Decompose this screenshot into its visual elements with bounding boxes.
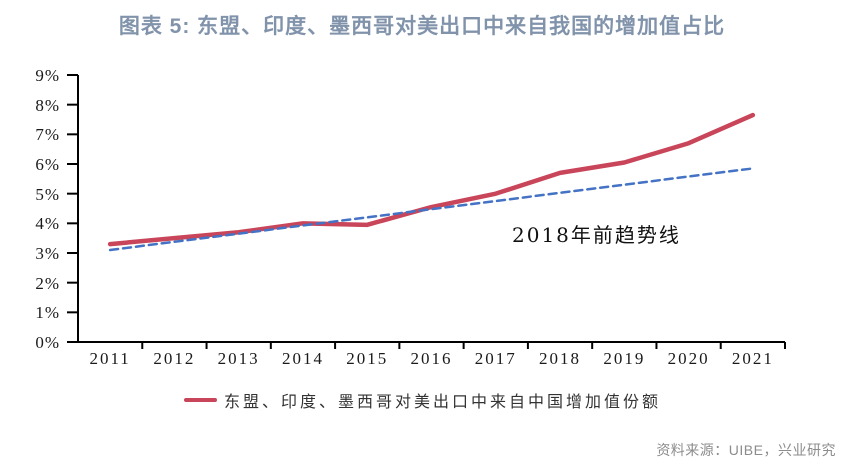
source-note: 资料来源：UIBE，兴业研究 <box>656 442 836 458</box>
y-axis-label: 9% <box>35 66 60 85</box>
y-axis-label: 5% <box>35 184 60 204</box>
y-axis-label: 3% <box>35 244 60 263</box>
x-axis-label: 2018 <box>539 349 582 368</box>
x-axis-label: 2013 <box>217 349 260 368</box>
y-axis-label: 1% <box>35 303 60 323</box>
y-axis-label: 4% <box>35 214 60 234</box>
legend: 东盟、印度、墨西哥对美出口中来自中国增加值份额 <box>184 388 661 412</box>
y-axis-label: 8% <box>35 95 60 115</box>
x-axis-label: 2015 <box>346 349 389 368</box>
x-axis-label: 2019 <box>603 349 646 368</box>
x-axis-label: 2011 <box>89 349 131 368</box>
main-series-line <box>107 112 756 247</box>
x-axis-label: 2020 <box>667 349 710 368</box>
x-axis-label: 2021 <box>731 349 774 368</box>
x-axis-label: 2014 <box>281 349 324 368</box>
x-axis-label: 2012 <box>153 349 196 368</box>
y-axis-label: 6% <box>35 155 60 174</box>
legend-line-swatch <box>184 398 217 402</box>
trend-annotation: 2018年前趋势线 <box>512 223 681 247</box>
legend-label: 东盟、印度、墨西哥对美出口中来自中国增加值份额 <box>224 392 662 411</box>
trend-line <box>108 167 755 252</box>
chart-title: 图表 5: 东盟、印度、墨西哥对美出口中来自我国的增加值占比 <box>118 15 726 38</box>
y-axis-label: 2% <box>35 273 60 293</box>
x-axis-label: 2017 <box>474 349 517 368</box>
y-axis-label: 0% <box>35 333 60 352</box>
x-axis-label: 2016 <box>410 349 453 368</box>
y-axis-label: 7% <box>35 125 60 145</box>
